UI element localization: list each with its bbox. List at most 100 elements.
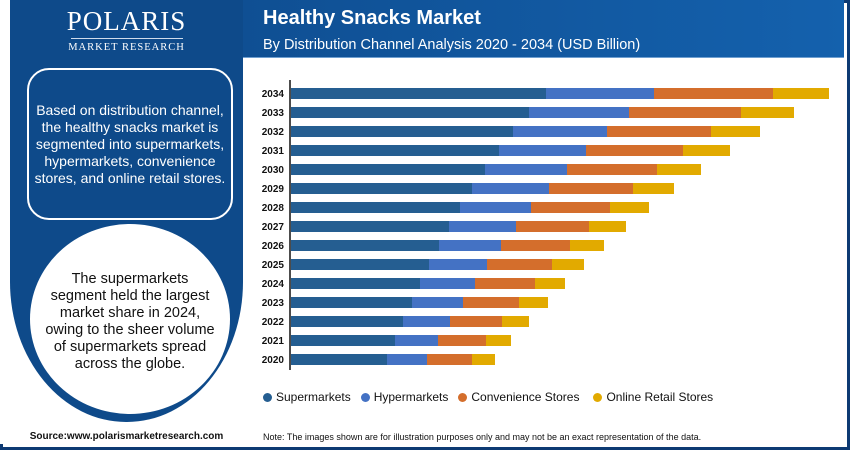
y-tick-label: 2023 <box>262 298 285 309</box>
bar-hypermarkets-2032 <box>513 126 607 137</box>
legend-label: Hypermarkets <box>373 390 449 404</box>
bar-supermarkets-2029 <box>291 183 472 194</box>
legend-item-online-retail-stores: Online Retail Stores <box>593 390 713 404</box>
bar-hypermarkets-2020 <box>387 354 427 365</box>
bar-online-retail-stores-2028 <box>610 202 649 213</box>
bar-convenience-stores-2028 <box>531 202 610 213</box>
page-subtitle: By Distribution Channel Analysis 2020 - … <box>263 37 641 53</box>
chart-legend: Supermarkets Hypermarkets Convenience Stor… <box>263 390 723 404</box>
bar-convenience-stores-2033 <box>629 107 741 118</box>
highlight-circle: The supermarkets segment held the larges… <box>30 224 230 414</box>
bar-supermarkets-2021 <box>291 335 395 346</box>
legend-dot-icon <box>263 392 272 402</box>
bar-hypermarkets-2031 <box>499 145 586 156</box>
page-title: Healthy Snacks Market <box>263 7 481 29</box>
bar-supermarkets-2033 <box>291 107 529 118</box>
bar-convenience-stores-2030 <box>567 164 657 175</box>
bar-supermarkets-2032 <box>291 126 513 137</box>
highlight-text: The supermarkets segment held the larges… <box>45 271 215 372</box>
bar-supermarkets-2025 <box>291 259 429 270</box>
bar-hypermarkets-2021 <box>395 335 438 346</box>
bar-supermarkets-2030 <box>291 164 485 175</box>
brand-subtitle: MARKET RESEARCH <box>68 42 185 53</box>
bar-online-retail-stores-2020 <box>472 354 495 365</box>
bar-online-retail-stores-2022 <box>502 316 529 327</box>
brand-name: POLARIS <box>66 6 187 36</box>
y-tick-label: 2020 <box>262 355 285 366</box>
bar-online-retail-stores-2025 <box>552 259 584 270</box>
bar-convenience-stores-2034 <box>654 88 773 99</box>
legend-dot-icon <box>593 392 603 402</box>
y-tick-label: 2027 <box>262 222 285 233</box>
bar-hypermarkets-2027 <box>449 221 516 232</box>
bar-supermarkets-2022 <box>291 316 403 327</box>
bar-hypermarkets-2030 <box>485 164 567 175</box>
bar-online-retail-stores-2026 <box>570 240 604 251</box>
legend-item-convenience-stores: Convenience Stores <box>458 390 579 404</box>
bar-convenience-stores-2024 <box>475 278 535 289</box>
header-bar <box>243 0 844 58</box>
y-tick-label: 2021 <box>262 336 285 347</box>
bar-supermarkets-2023 <box>291 297 412 308</box>
bar-supermarkets-2026 <box>291 240 439 251</box>
segment-info-text: Based on distribution channel, the healt… <box>34 101 226 186</box>
bar-supermarkets-2034 <box>291 88 546 99</box>
bar-hypermarkets-2033 <box>529 107 629 118</box>
stacked-bar-chart: 2034 2033 2032 2031 2030 2029 2028 2027 2026 2025… <box>262 80 829 370</box>
bar-online-retail-stores-2031 <box>683 145 730 156</box>
disclaimer-note: Note: The images shown are for illustrat… <box>263 432 702 442</box>
header-divider <box>243 57 844 58</box>
y-tick-label: 2025 <box>262 260 285 271</box>
bar-hypermarkets-2025 <box>429 259 487 270</box>
bar-supermarkets-2020 <box>291 354 387 365</box>
bar-convenience-stores-2021 <box>438 335 486 346</box>
y-tick-label: 2032 <box>262 127 285 138</box>
left-strip <box>0 0 10 444</box>
bar-convenience-stores-2032 <box>607 126 711 137</box>
legend-item-hypermarkets: Hypermarkets <box>360 390 449 404</box>
y-tick-label: 2030 <box>262 165 285 176</box>
brand-logo: POLARIS MARKET RESEARCH <box>10 6 243 53</box>
bar-online-retail-stores-2033 <box>741 107 794 118</box>
bar-convenience-stores-2022 <box>450 316 502 327</box>
bar-hypermarkets-2022 <box>403 316 450 327</box>
y-tick-label: 2029 <box>262 184 285 195</box>
bar-hypermarkets-2034 <box>546 88 654 99</box>
y-tick-label: 2031 <box>262 146 285 157</box>
legend-dot-icon <box>458 392 468 402</box>
bar-online-retail-stores-2029 <box>633 183 674 194</box>
legend-item-supermarkets: Supermarkets <box>263 390 351 404</box>
bar-hypermarkets-2024 <box>420 278 475 289</box>
y-tick-label: 2026 <box>262 241 285 252</box>
bar-hypermarkets-2026 <box>439 240 501 251</box>
y-tick-label: 2024 <box>262 279 285 290</box>
y-tick-label: 2033 <box>262 108 285 119</box>
bar-convenience-stores-2027 <box>516 221 589 232</box>
bar-online-retail-stores-2027 <box>589 221 626 232</box>
bar-hypermarkets-2023 <box>412 297 463 308</box>
logo-divider <box>70 38 183 39</box>
source-text: Source:www.polarismarketresearch.com <box>29 431 224 442</box>
bar-supermarkets-2031 <box>291 145 499 156</box>
bar-online-retail-stores-2034 <box>773 88 829 99</box>
legend-dot-icon <box>360 392 370 402</box>
bar-hypermarkets-2028 <box>460 202 531 213</box>
y-tick-label: 2028 <box>262 203 285 214</box>
legend-label: Supermarkets <box>276 390 351 404</box>
bar-supermarkets-2027 <box>291 221 449 232</box>
bar-online-retail-stores-2024 <box>535 278 565 289</box>
y-tick-label: 2034 <box>262 89 285 100</box>
bar-convenience-stores-2020 <box>427 354 472 365</box>
bar-convenience-stores-2025 <box>487 259 552 270</box>
bar-online-retail-stores-2021 <box>486 335 511 346</box>
bar-supermarkets-2024 <box>291 278 420 289</box>
bar-online-retail-stores-2032 <box>711 126 760 137</box>
bar-hypermarkets-2029 <box>472 183 549 194</box>
segment-info-box: Based on distribution channel, the healt… <box>27 68 233 220</box>
bar-online-retail-stores-2023 <box>519 297 548 308</box>
bar-convenience-stores-2031 <box>586 145 683 156</box>
bar-online-retail-stores-2030 <box>657 164 701 175</box>
y-tick-label: 2022 <box>262 317 285 328</box>
bar-convenience-stores-2029 <box>549 183 633 194</box>
legend-label: Online Retail Stores <box>606 390 714 404</box>
